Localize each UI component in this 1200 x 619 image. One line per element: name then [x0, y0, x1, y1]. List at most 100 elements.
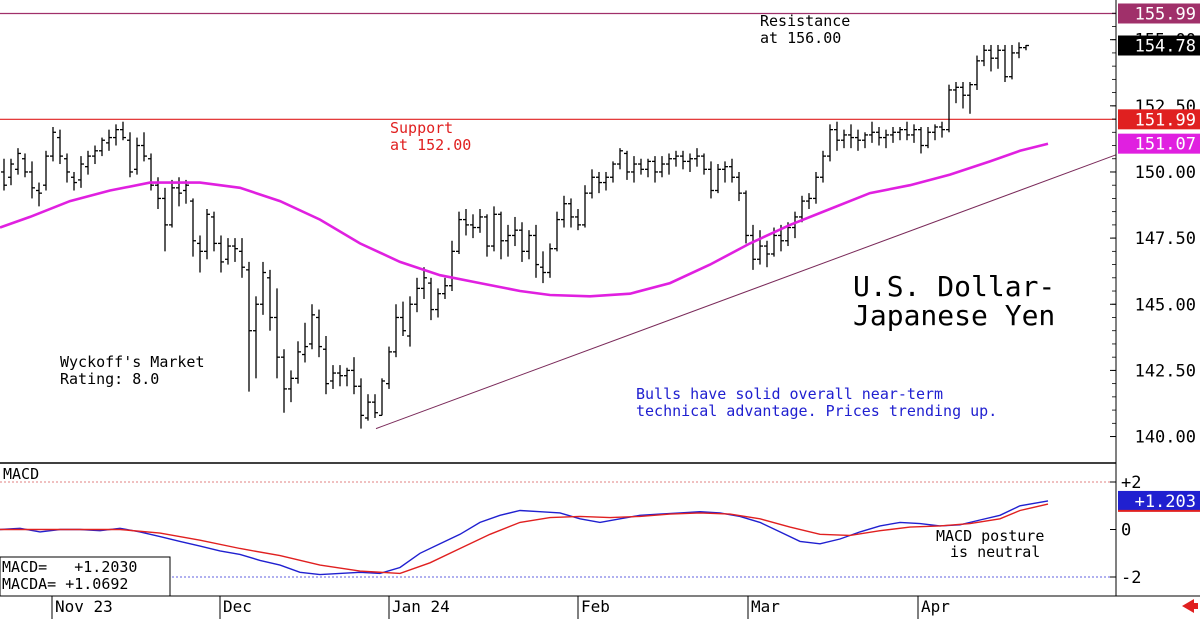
ohlc-bar [428, 277, 434, 321]
ohlc-bar [274, 288, 280, 379]
ohlc-bar [736, 171, 742, 202]
ohlc-bar [659, 156, 665, 178]
ohlc-bar [813, 171, 819, 204]
ohlc-bar [414, 277, 420, 313]
ohlc-bar [1002, 44, 1008, 83]
ohlc-bar [918, 126, 924, 154]
ohlc-bar [498, 211, 504, 260]
date-tick-label: Nov 23 [55, 597, 113, 616]
ohlc-bar [435, 288, 441, 318]
ohlc-bar [85, 150, 91, 175]
ohlc-bar [407, 296, 413, 347]
ohlc-bar [596, 171, 602, 194]
ohlc-bar [113, 124, 119, 146]
ohlc-bar [855, 129, 861, 151]
chart-title-line1: U.S. Dollar- [853, 270, 1055, 303]
price-tag-value: 155.99 [1135, 4, 1196, 24]
ohlc-bar [1016, 42, 1022, 59]
ohlc-bar [463, 209, 469, 236]
ohlc-bar [477, 209, 483, 233]
ohlc-bar [519, 222, 525, 262]
uptrend-line [375, 154, 1117, 430]
ohlc-bar [120, 121, 126, 141]
macd-panel-title: MACD [3, 465, 39, 483]
ohlc-bar [932, 124, 938, 141]
ohlc-bar [512, 216, 518, 247]
macd-tick-label: -2 [1121, 568, 1141, 588]
ohlc-bar [337, 365, 343, 387]
ohlc-bar [92, 145, 98, 165]
ohlc-bar [470, 214, 476, 239]
ohlc-bar [694, 148, 700, 167]
ohlc-bar [890, 126, 896, 143]
ohlc-bar [1023, 44, 1029, 51]
ohlc-bar [715, 164, 721, 194]
ohlc-bar [722, 161, 728, 183]
ohlc-bar [64, 153, 70, 183]
ohlc-bar [484, 214, 490, 257]
macd-readout-value: MACD= +1.2030 [2, 558, 137, 576]
price-tag-value: 154.78 [1135, 37, 1196, 57]
ohlc-bar [309, 304, 315, 350]
ohlc-bar [841, 129, 847, 149]
ohlc-bar [323, 336, 329, 395]
ohlc-bar [36, 182, 42, 207]
ohlc-bar [505, 224, 511, 257]
macd-note-line1: MACD posture [936, 527, 1044, 545]
ohlc-bar [792, 211, 798, 239]
ohlc-bar [526, 230, 532, 260]
ohlc-bar [764, 240, 770, 268]
ohlc-bar [162, 187, 168, 252]
ohlc-bar [260, 261, 266, 315]
ohlc-bar [554, 211, 560, 252]
price-tick-label: 147.50 [1135, 229, 1196, 249]
ohlc-bar [960, 82, 966, 109]
red-left-arrow-icon[interactable] [1182, 599, 1198, 613]
ohlc-bar [995, 44, 1001, 69]
price-tick-label: 145.00 [1135, 295, 1196, 315]
ohlc-bar [911, 124, 917, 143]
ohlc-bar [267, 269, 273, 331]
ohlc-bar [253, 296, 259, 379]
price-tick-label: 142.50 [1135, 361, 1196, 381]
ohlc-bar [365, 394, 371, 421]
ohlc-bar [904, 121, 910, 141]
date-tick-label: Mar [751, 597, 780, 616]
ohlc-bar [820, 150, 826, 183]
ohlc-bar [862, 132, 868, 149]
ohlc-bar [456, 211, 462, 254]
price-tick-label: 150.00 [1135, 163, 1196, 183]
resistance-label-line1: Resistance [760, 12, 850, 30]
moving-average-line [0, 142, 1049, 298]
ohlc-bar [827, 124, 833, 162]
comment-line2: technical advantage. Prices trending up. [636, 402, 997, 420]
ohlc-bar [666, 153, 672, 175]
ohlc-bar [988, 44, 994, 72]
ohlc-bar [757, 230, 763, 265]
ohlc-bar [134, 137, 140, 175]
ohlc-bar [302, 322, 308, 363]
ohlc-bar [232, 238, 238, 262]
wyckoff-rating-line1: Wyckoff's Market [60, 353, 205, 371]
ohlc-bar [239, 238, 245, 278]
date-tick-label: Feb [581, 597, 610, 616]
ohlc-bar [925, 126, 931, 149]
ohlc-bar [421, 267, 427, 299]
macd-tick-label: +2 [1121, 473, 1141, 493]
macd-series-macd [0, 500, 1049, 576]
ohlc-bar [638, 158, 644, 175]
ohlc-bar [379, 378, 385, 417]
ohlc-bar [99, 137, 105, 157]
ohlc-bar [652, 156, 658, 183]
ohlc-bar [57, 129, 63, 165]
price-tick-label: 140.00 [1135, 428, 1196, 448]
ohlc-bar [876, 126, 882, 146]
support-label-line2: at 152.00 [390, 136, 471, 154]
ohlc-bar [848, 124, 854, 149]
ohlc-bar [631, 156, 637, 183]
resistance-label-line2: at 156.00 [760, 29, 841, 47]
ohlc-bar [204, 209, 210, 260]
ohlc-bar [533, 224, 539, 278]
ohlc-bar [442, 277, 448, 299]
